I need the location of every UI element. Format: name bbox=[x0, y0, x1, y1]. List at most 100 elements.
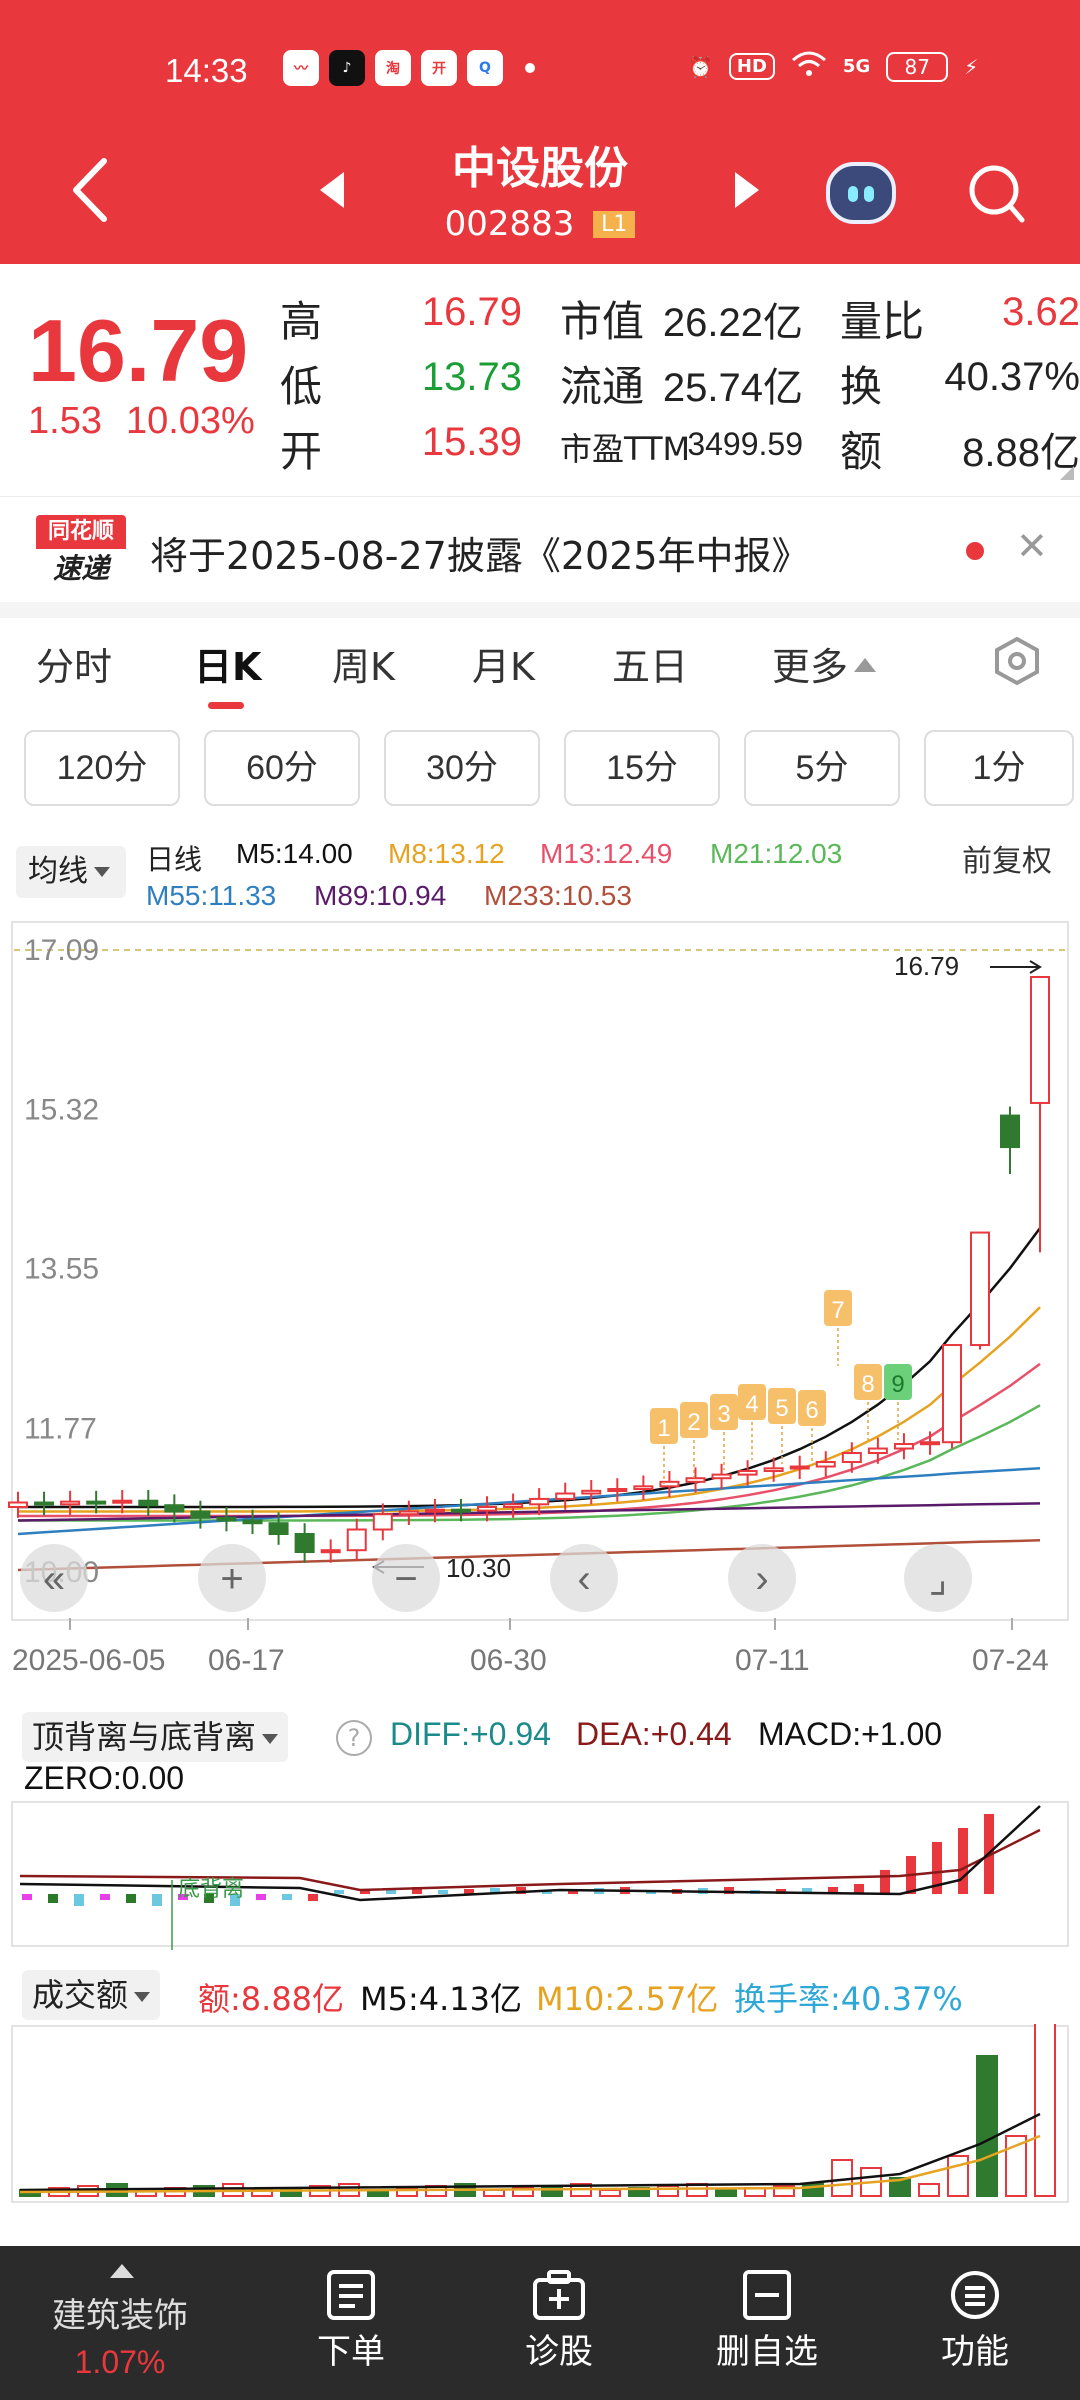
signal-tag-badge bbox=[768, 1388, 796, 1424]
notification-icons: 〰 ♪ 淘 开 Q bbox=[283, 50, 535, 86]
order-button[interactable]: 下单 bbox=[276, 2246, 426, 2400]
diagnose-label: 诊股 bbox=[525, 2332, 593, 2372]
stock-chart-icon: 〰 bbox=[283, 50, 319, 86]
tab-more[interactable]: 更多 bbox=[772, 636, 877, 691]
back-button[interactable] bbox=[68, 155, 118, 225]
interval-60min-button[interactable]: 60分 bbox=[204, 730, 360, 806]
scroll-right-icon: › bbox=[755, 1557, 768, 1601]
tab-five-day[interactable]: 五日 bbox=[612, 645, 689, 689]
date-axis-label: 06-30 bbox=[470, 1644, 547, 1677]
signal-tag-number: 2 bbox=[687, 1409, 700, 1436]
volume-bar bbox=[715, 2189, 737, 2197]
close-banner-button[interactable]: ✕ bbox=[1016, 524, 1048, 568]
volume-bar bbox=[1005, 2135, 1027, 2197]
tab-daily-k[interactable]: 日K bbox=[194, 645, 262, 689]
candle-body bbox=[685, 1477, 706, 1483]
candle-body bbox=[659, 1480, 680, 1488]
volume-m10: M10:2.57亿 bbox=[536, 1980, 719, 2018]
high-label: 高 bbox=[280, 297, 323, 346]
macd-bar bbox=[542, 1890, 552, 1894]
kaipan-icon: 开 bbox=[421, 50, 457, 86]
candle-body bbox=[372, 1513, 393, 1531]
scroll-left-button[interactable]: ‹ bbox=[550, 1544, 618, 1612]
candle-body bbox=[942, 1344, 962, 1444]
candle-body bbox=[581, 1489, 602, 1495]
macd-chart[interactable]: 底背离 bbox=[0, 1800, 1080, 1950]
amount-indicator: 额:8.88亿 bbox=[198, 1980, 345, 2018]
function-button[interactable]: 功能 bbox=[900, 2246, 1050, 2400]
dea-value: DEA:+0.44 bbox=[576, 1716, 732, 1752]
dropdown-icon bbox=[94, 867, 110, 877]
tab-monthly-k[interactable]: 月K bbox=[472, 645, 535, 689]
help-icon[interactable]: ? bbox=[336, 1720, 372, 1756]
system-icons: ⏰ HD 5G 87 ⚡ bbox=[688, 50, 978, 83]
signal-tags: 1 2 3 4 5 6 7 8 9 bbox=[650, 1290, 912, 1484]
divergence-select-label: 顶背离与底背离 bbox=[32, 1718, 257, 1756]
chart-settings-button[interactable] bbox=[992, 636, 1042, 686]
tab-weekly-k[interactable]: 周K bbox=[332, 645, 395, 689]
high-marker-label: 16.79 bbox=[894, 951, 959, 981]
candle-body bbox=[294, 1533, 315, 1554]
interval-15min-button[interactable]: 15分 bbox=[564, 730, 720, 806]
dropdown-icon bbox=[134, 1992, 151, 2002]
scroll-left-fast-button[interactable]: « bbox=[20, 1544, 88, 1612]
battery-level: 87 bbox=[904, 54, 930, 79]
divergence-indicator-select[interactable]: 顶背离与底背离 bbox=[22, 1712, 289, 1762]
stock-name: 中设股份 bbox=[452, 143, 628, 194]
date-axis-label: 07-24 bbox=[972, 1644, 1049, 1677]
fullscreen-button[interactable]: ⌟ bbox=[904, 1544, 972, 1612]
macd-bar bbox=[516, 1887, 526, 1894]
remove-watchlist-button[interactable]: 删自选 bbox=[692, 2246, 842, 2400]
macd-bar bbox=[178, 1894, 188, 1900]
chart-controls[interactable]: « + − ‹ › ⌟ bbox=[20, 1544, 972, 1612]
macd-bar bbox=[230, 1894, 240, 1906]
macd-bar bbox=[100, 1894, 110, 1900]
macd-bar bbox=[828, 1887, 838, 1894]
macd-bar bbox=[152, 1894, 162, 1906]
expand-corner-icon[interactable] bbox=[1060, 466, 1074, 480]
candle-body bbox=[268, 1522, 289, 1536]
news-banner[interactable]: 同花顺 速递 将于2025-08-27披露《2025年中报》 bbox=[0, 496, 1080, 602]
volume-indicator-select[interactable]: 成交额 bbox=[22, 1970, 161, 2020]
volume-ratio-value: 3.62 bbox=[1002, 290, 1080, 334]
candle-body bbox=[320, 1549, 341, 1554]
next-stock-button[interactable] bbox=[735, 172, 759, 208]
candle-body bbox=[60, 1500, 81, 1506]
signal-tag-badge bbox=[680, 1402, 708, 1438]
zoom-out-button[interactable]: − bbox=[372, 1544, 440, 1612]
macd-bar bbox=[880, 1870, 890, 1894]
scroll-left-fast-icon: « bbox=[43, 1557, 65, 1601]
search-button[interactable] bbox=[966, 162, 1026, 226]
prev-stock-button[interactable] bbox=[320, 172, 344, 208]
interval-5min-button[interactable]: 5分 bbox=[744, 730, 900, 806]
scroll-right-button[interactable]: › bbox=[728, 1544, 796, 1612]
ma-lines bbox=[17, 1227, 1042, 1572]
ai-assistant-robot-icon[interactable] bbox=[826, 162, 896, 224]
bottom-toolbar: 建筑装饰 1.07% 下单 诊股 删自选 功能 bbox=[0, 2246, 1080, 2400]
macd-bar bbox=[360, 1889, 370, 1894]
volume-bar bbox=[599, 2189, 621, 2197]
diagnose-button[interactable]: 诊股 bbox=[484, 2246, 634, 2400]
scroll-left-icon: ‹ bbox=[577, 1557, 590, 1601]
signal-tag-number: 6 bbox=[805, 1397, 818, 1424]
candle-body bbox=[737, 1470, 758, 1476]
forward-adjust-toggle[interactable]: 前复权 bbox=[962, 844, 1052, 879]
interval-1min-button[interactable]: 1分 bbox=[924, 730, 1074, 806]
tiktok-icon: ♪ bbox=[329, 50, 365, 86]
candle-body bbox=[633, 1485, 654, 1491]
volume-bar bbox=[976, 2055, 998, 2197]
dropdown-icon bbox=[262, 1734, 279, 1744]
sector-button[interactable]: 建筑装饰 1.07% bbox=[0, 2246, 240, 2400]
interval-30min-button[interactable]: 30分 bbox=[384, 730, 540, 806]
tab-intraday[interactable]: 分时 bbox=[36, 645, 113, 689]
macd-bar bbox=[256, 1894, 266, 1900]
stock-code: 002883 bbox=[444, 204, 575, 244]
candle-body bbox=[970, 1231, 990, 1347]
candle-body bbox=[8, 1501, 28, 1509]
ma-indicator-select[interactable]: 均线 bbox=[16, 846, 126, 898]
interval-120min-button[interactable]: 120分 bbox=[24, 730, 180, 806]
ma-line-m21 bbox=[18, 1404, 1041, 1522]
zoom-in-button[interactable]: + bbox=[198, 1544, 266, 1612]
volume-chart[interactable] bbox=[0, 2024, 1080, 2204]
